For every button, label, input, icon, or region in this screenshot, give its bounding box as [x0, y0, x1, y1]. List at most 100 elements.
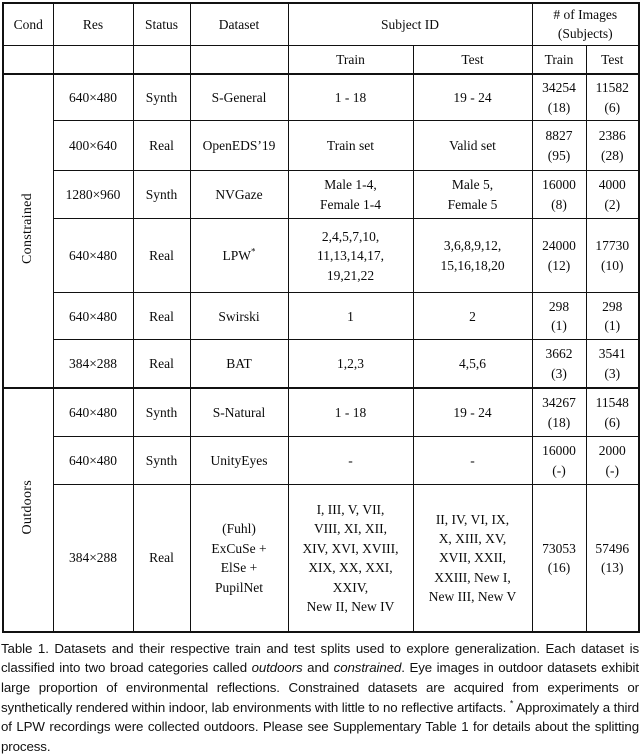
cell-test-images: 4000 (2): [585, 170, 640, 220]
cell-test-images: 11582 (6): [585, 73, 640, 122]
cell-status: Real: [132, 218, 191, 294]
table-row: 1280×960 Synth NVGaze Male 1-4, Female 1…: [3, 170, 640, 220]
cell-status: Real: [132, 484, 191, 633]
cell-res: 640×480: [52, 292, 134, 341]
cell-dataset: BAT: [189, 339, 289, 389]
cell-res: 384×288: [52, 339, 134, 389]
header-images-test: Test: [585, 44, 640, 75]
datasets-table: Cond Res Status Dataset Subject ID # of …: [2, 2, 640, 633]
cell-train-images: 34254 (18): [531, 73, 587, 122]
cell-test-images: 2000 (-): [585, 436, 640, 486]
cell-res: 640×480: [52, 218, 134, 294]
cell-dataset: Swirski: [189, 292, 289, 341]
cell-train-ids: 1,2,3: [287, 339, 414, 389]
cell-dataset: LPW*: [189, 218, 289, 294]
header-subject-id: Subject ID: [287, 2, 533, 46]
caption-text: . Eye images in outdoor datasets exhibit…: [1, 660, 640, 715]
cell-train-images: 24000 (12): [531, 218, 587, 294]
cell-res: 640×480: [52, 73, 134, 122]
cell-train-ids: 1: [287, 292, 414, 341]
caption-text: Table 1. Datasets and their respective t…: [1, 640, 639, 676]
cell-test-ids: Male 5, Female 5: [412, 170, 533, 220]
header-blank-dataset: [189, 44, 289, 75]
table-row: Constrained 640×480 Synth S-General 1 - …: [2, 73, 640, 389]
cell-test-ids: II, IV, VI, IX, X, XIII, XV, XVII, XXII,…: [412, 484, 533, 633]
table-row: 640×480 Synth UnityEyes - - 16000 (-) 20…: [3, 436, 640, 486]
table-row: 384×288 Real BAT 1,2,3 4,5,6 3662 (3) 35…: [3, 339, 640, 389]
cell-train-ids: I, III, V, VII, VIII, XI, XII, XIV, XVI,…: [287, 484, 414, 633]
group-label-constrained: Constrained: [2, 73, 54, 389]
cell-test-images: 2386 (28): [585, 120, 640, 172]
cell-test-images: 3541 (3): [585, 339, 640, 389]
cell-train-ids: Train set: [287, 120, 414, 172]
table-row: 640×480 Real LPW* 2,4,5,7,10, 11,13,14,1…: [3, 218, 640, 294]
cell-train-ids: 2,4,5,7,10, 11,13,14,17, 19,21,22: [287, 218, 414, 294]
cell-test-ids: 4,5,6: [412, 339, 533, 389]
caption-footnote-marker: *: [509, 698, 514, 709]
cell-test-ids: Valid set: [412, 120, 533, 172]
lpw-footnote-marker: *: [251, 246, 256, 257]
cell-train-ids: Male 1-4, Female 1-4: [287, 170, 414, 220]
cell-status: Real: [132, 339, 191, 389]
header-cond: Cond: [2, 2, 54, 46]
group-label-outdoors: Outdoors: [2, 387, 54, 633]
cell-test-ids: 19 - 24: [412, 73, 533, 122]
header-res: Res: [52, 2, 134, 46]
header-blank-cond: [2, 44, 54, 75]
header-images-train: Train: [531, 44, 587, 75]
cell-res: 384×288: [52, 484, 134, 633]
cell-test-images: 57496 (13): [585, 484, 640, 633]
cell-dataset: S-General: [189, 73, 289, 122]
cell-train-images: 16000 (-): [531, 436, 587, 486]
cell-dataset: UnityEyes: [189, 436, 289, 486]
cell-test-images: 298 (1): [585, 292, 640, 341]
cell-dataset: OpenEDS’19: [189, 120, 289, 172]
group-label-text: Constrained: [20, 192, 36, 264]
header-dataset: Dataset: [189, 2, 289, 46]
cell-test-images: 11548 (6): [585, 387, 640, 438]
cell-test-ids: 3,6,8,9,12, 15,16,18,20: [412, 218, 533, 294]
cell-train-ids: 1 - 18: [287, 387, 414, 438]
cell-train-images: 16000 (8): [531, 170, 587, 220]
cell-train-images: 3662 (3): [531, 339, 587, 389]
caption-italic-outdoors: outdoors: [251, 660, 303, 676]
dataset-name: LPW: [222, 248, 252, 264]
header-blank-res: [52, 44, 134, 75]
cell-train-ids: 1 - 18: [287, 73, 414, 122]
cell-status: Real: [132, 292, 191, 341]
table-row: 384×288 Real (Fuhl) ExCuSe + ElSe + Pupi…: [3, 484, 640, 633]
group-label-text: Outdoors: [20, 479, 36, 535]
cell-dataset: NVGaze: [189, 170, 289, 220]
group-outdoors: Outdoors 640×480 Synth S-Natural 1 - 18 …: [2, 387, 640, 633]
header-subject-test: Test: [412, 44, 533, 75]
cell-res: 400×640: [52, 120, 134, 172]
cell-status: Synth: [132, 436, 191, 486]
cell-train-ids: -: [287, 436, 414, 486]
table-row: Outdoors 640×480 Synth S-Natural 1 - 18 …: [2, 387, 640, 633]
group-constrained: Constrained 640×480 Synth S-General 1 - …: [2, 73, 640, 389]
cell-test-images: 17730 (10): [585, 218, 640, 294]
cell-status: Synth: [132, 170, 191, 220]
caption-italic-constrained: constrained: [333, 660, 402, 676]
table-header: Cond Res Status Dataset Subject ID # of …: [2, 2, 640, 75]
cell-test-ids: 2: [412, 292, 533, 341]
cell-res: 640×480: [52, 387, 134, 438]
header-subject-train: Train: [287, 44, 414, 75]
cell-test-ids: -: [412, 436, 533, 486]
table-caption: Table 1. Datasets and their respective t…: [1, 639, 639, 756]
cell-test-ids: 19 - 24: [412, 387, 533, 438]
header-blank-status: [132, 44, 191, 75]
cell-train-images: 73053 (16): [531, 484, 587, 633]
header-status: Status: [132, 2, 191, 46]
cell-dataset: S-Natural: [189, 387, 289, 438]
cell-status: Real: [132, 120, 191, 172]
cell-train-images: 34267 (18): [531, 387, 587, 438]
cell-status: Synth: [132, 387, 191, 438]
table-row: 400×640 Real OpenEDS’19 Train set Valid …: [3, 120, 640, 172]
header-num-images: # of Images (Subjects): [531, 2, 640, 46]
cell-res: 1280×960: [52, 170, 134, 220]
cell-train-images: 298 (1): [531, 292, 587, 341]
cell-dataset: (Fuhl) ExCuSe + ElSe + PupilNet: [189, 484, 289, 633]
caption-text: and: [302, 660, 334, 676]
table-row: 640×480 Real Swirski 1 2 298 (1) 298 (1): [3, 292, 640, 341]
